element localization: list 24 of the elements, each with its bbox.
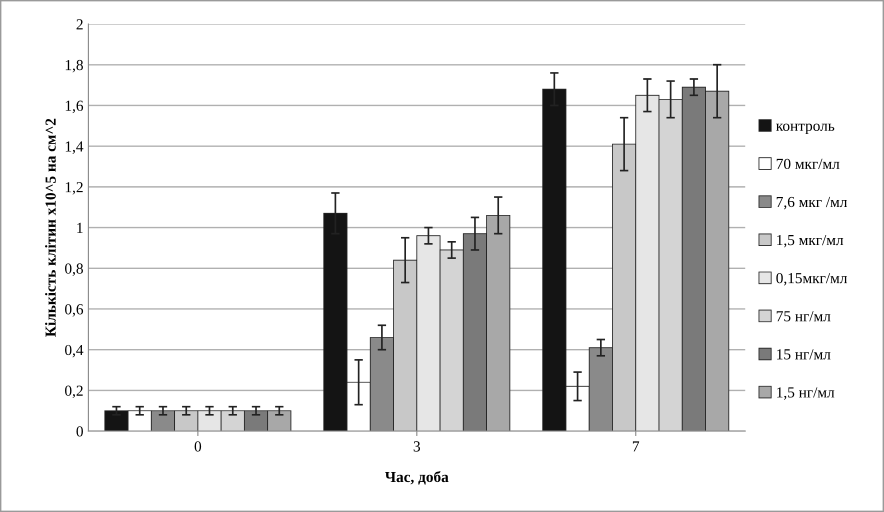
x-tick-label: 3 <box>414 441 420 452</box>
legend-label: 75 нг/мл <box>776 311 830 322</box>
y-tick-label: 0,8 <box>65 263 83 276</box>
y-tick-label: 0,4 <box>65 344 84 358</box>
legend-label: 70 мкг/мл <box>776 158 840 170</box>
legend-label: 0,15мкг/мл <box>776 272 848 286</box>
legend-label: 15 нг/мл <box>777 349 830 360</box>
y-tick-label: 1,2 <box>66 182 83 195</box>
y-axis-title: Кількість клітин х10^5 на см^2 <box>45 118 56 337</box>
x-tick-label: 0 <box>194 441 202 452</box>
legend-label: 7,6 мкг /мл <box>776 196 848 210</box>
y-tick-label: 0,2 <box>65 386 83 398</box>
legend-label: контроль <box>776 124 834 134</box>
y-tick-label: 1,8 <box>66 60 83 72</box>
x-axis-title: Час, доба <box>385 471 449 485</box>
y-tick-label: 0 <box>76 426 83 437</box>
legend-label: 1,5 нг/мл <box>777 387 834 400</box>
y-tick-label: 1 <box>77 222 83 233</box>
y-tick-label: 1,6 <box>66 100 84 114</box>
y-tick-label: 1,4 <box>66 141 84 154</box>
legend-label: 1,5 мкг/мл <box>777 234 844 248</box>
x-tick-label: 7 <box>632 441 640 452</box>
y-tick-label: 2 <box>76 19 83 30</box>
y-tick-label: 0,6 <box>65 304 84 317</box>
